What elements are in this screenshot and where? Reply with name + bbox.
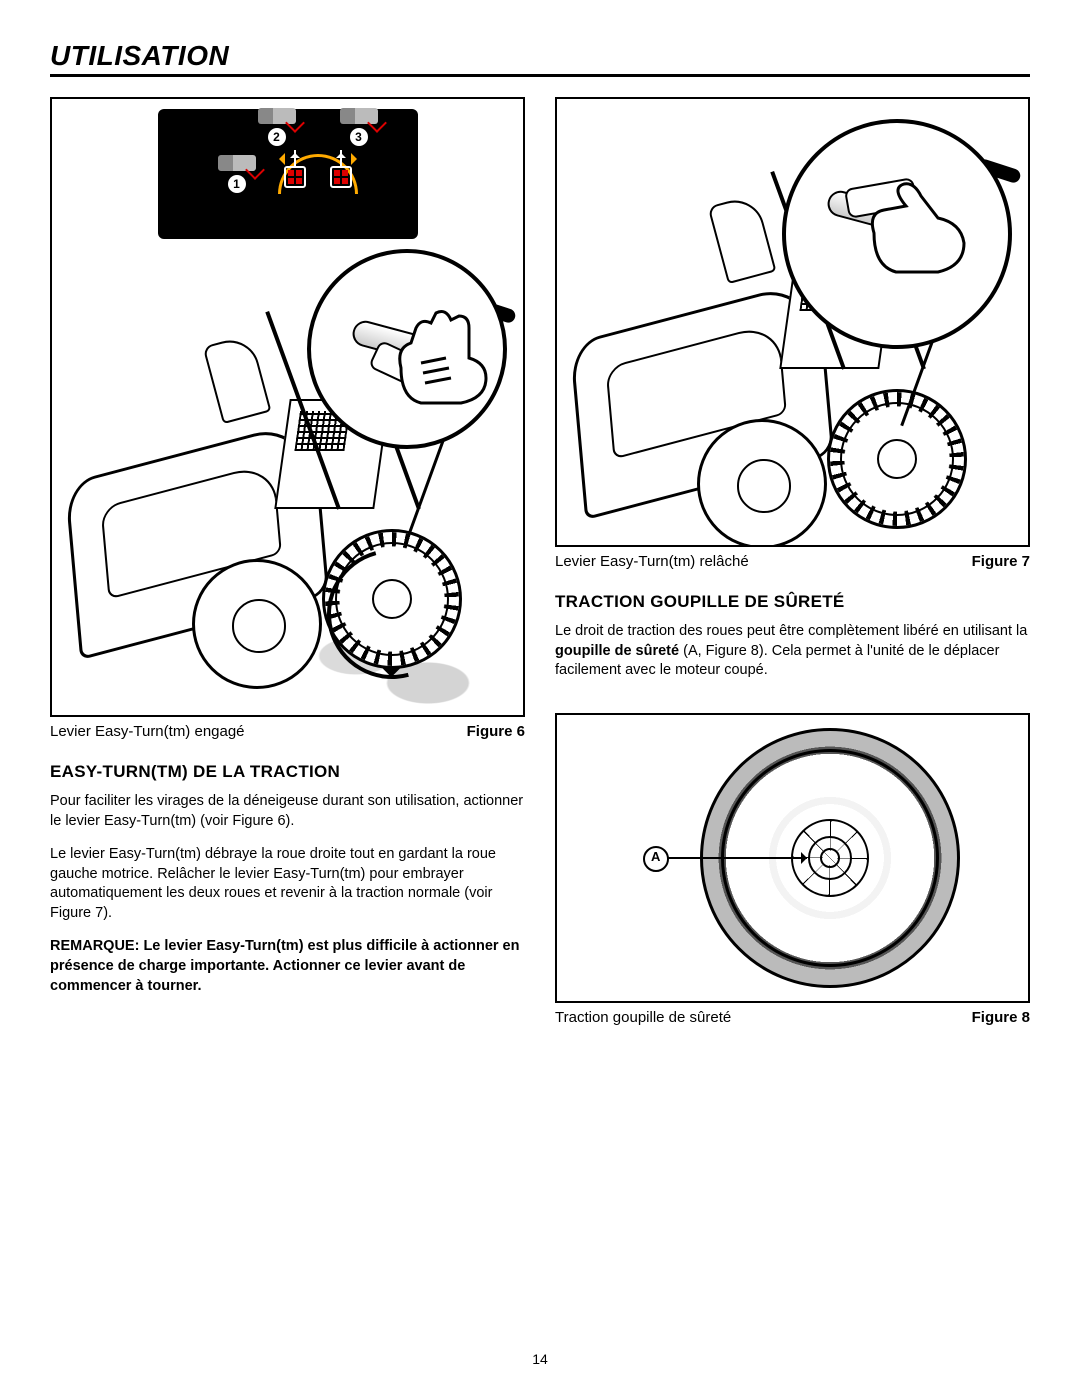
figure-7-label: Figure 7	[972, 553, 1030, 570]
mini-lever-icon	[218, 155, 256, 171]
lock-pin-heading: TRACTION GOUPILLE DE SÛRETÉ	[555, 592, 1030, 612]
lock-pin-label-a: A	[651, 849, 660, 864]
axle-icon	[284, 166, 306, 188]
figure-8-label: Figure 8	[972, 1009, 1030, 1026]
right-wheel-icon	[827, 389, 967, 529]
figure-8-caption: Traction goupille de sûreté	[555, 1009, 731, 1026]
inset-pos-1: 1	[218, 155, 256, 193]
figure-7-caption: Levier Easy-Turn(tm) relâché	[555, 553, 749, 570]
discharge-chute-icon	[707, 194, 776, 284]
figure-7-callout-circle	[782, 119, 1012, 349]
lock-pin-para-pre: Le droit de traction des roues peut être…	[555, 623, 1027, 639]
figure-8-caption-row: Traction goupille de sûreté Figure 8	[555, 1009, 1030, 1026]
figure-6-callout-circle	[307, 249, 507, 449]
figure-8-box: A	[555, 713, 1030, 1003]
hand-icon	[391, 308, 507, 408]
figure-6-caption: Levier Easy-Turn(tm) engagé	[50, 723, 245, 740]
right-column: Levier Easy-Turn(tm) relâché Figure 7 TR…	[555, 97, 1030, 1026]
hand-icon	[866, 178, 986, 278]
figure-7-box	[555, 97, 1030, 547]
snowblower-illustration	[62, 249, 517, 709]
inset-number-2: 2	[268, 128, 286, 146]
page-number: 14	[532, 1351, 548, 1367]
axle-icon	[330, 166, 352, 188]
wheel-hub-icon	[808, 836, 852, 880]
easy-turn-remark: REMARQUE: Le levier Easy-Turn(tm) est pl…	[50, 937, 525, 996]
inset-number-1: 1	[228, 175, 246, 193]
easy-turn-heading: EASY-TURN(TM) DE LA TRACTION	[50, 762, 525, 782]
left-column: 1 2	[50, 97, 525, 1026]
left-wheel-icon	[192, 559, 322, 689]
mini-lever-icon	[258, 108, 296, 124]
page-title: UTILISATION	[50, 40, 1030, 77]
inset-arc-group: 2 3	[278, 154, 358, 194]
figure-7-caption-row: Levier Easy-Turn(tm) relâché Figure 7	[555, 553, 1030, 570]
mini-lever-icon	[340, 108, 378, 124]
lock-pin-para-bold: goupille de sûreté	[555, 643, 679, 659]
inset-number-3: 3	[350, 128, 368, 146]
easy-turn-para-1: Pour faciliter les virages de la déneige…	[50, 792, 525, 831]
figure-6-box: 1 2	[50, 97, 525, 717]
two-column-layout: 1 2	[50, 97, 1030, 1026]
discharge-chute-icon	[202, 334, 271, 424]
remark-lead: REMARQUE:	[50, 938, 139, 954]
easy-turn-para-2: Le levier Easy-Turn(tm) débraye la roue …	[50, 845, 525, 923]
lock-pin-para: Le droit de traction des roues peut être…	[555, 622, 1030, 681]
left-wheel-icon	[697, 419, 827, 547]
figure-6-caption-row: Levier Easy-Turn(tm) engagé Figure 6	[50, 723, 525, 740]
snowblower-illustration	[567, 109, 1022, 547]
figure-6-inset-panel: 1 2	[158, 109, 418, 239]
lock-pin-callout: A	[657, 857, 807, 859]
figure-6-label: Figure 6	[467, 723, 525, 740]
